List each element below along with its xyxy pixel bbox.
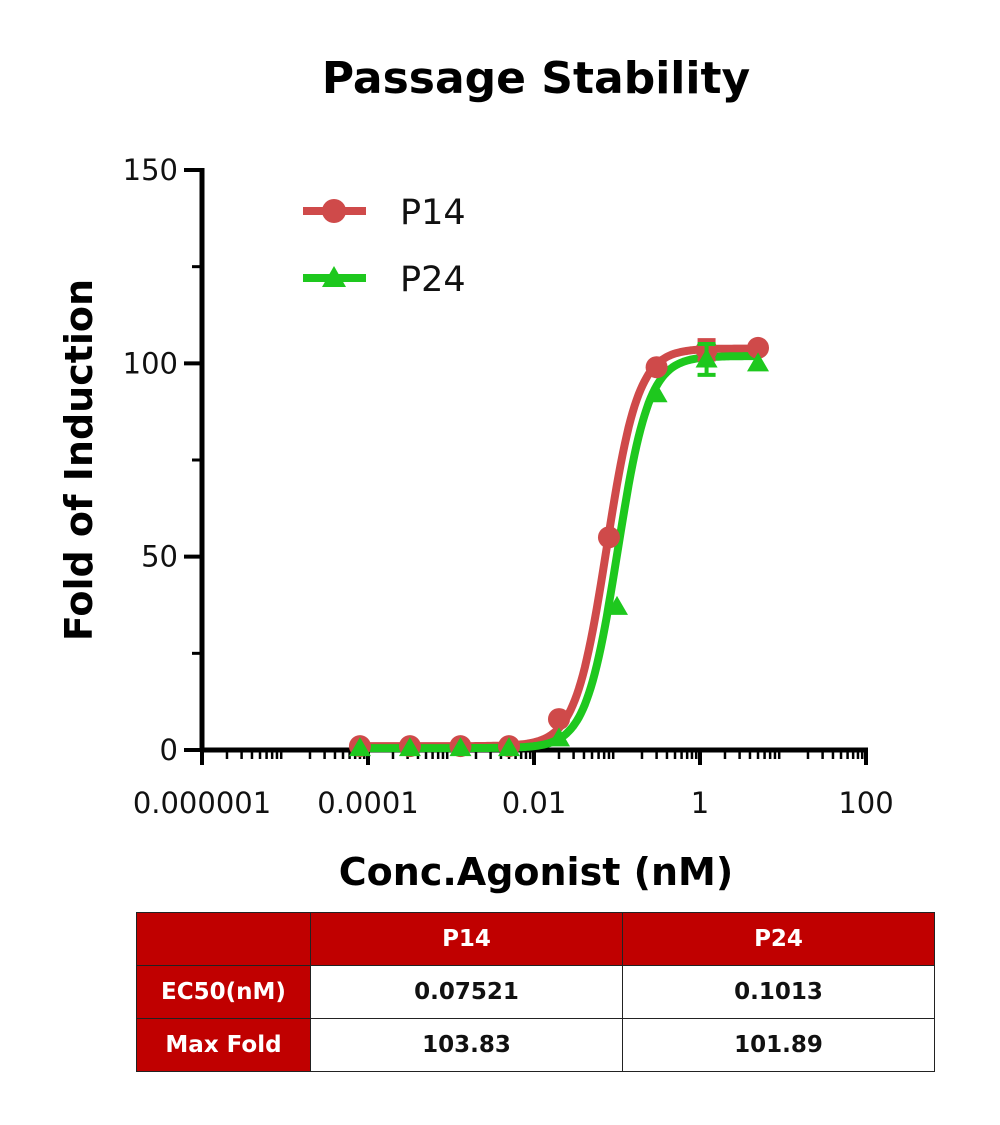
x-tick-label: 100 — [838, 786, 893, 820]
table-row-label: EC50(nM) — [136, 965, 311, 1019]
axes: 0 50 100 150 0.000001 0.0001 0.01 1 100 — [123, 153, 894, 820]
data-point-p24 — [695, 348, 718, 368]
table-corner-cell — [136, 912, 311, 966]
fit-curve-p24 — [357, 352, 760, 753]
data-point-p24 — [498, 737, 521, 757]
x-tick-label: 0.01 — [502, 786, 567, 820]
y-axis-title: Fold of Induction — [57, 279, 101, 641]
legend-marker — [322, 266, 346, 287]
dose-response-chart: Passage Stability Fold of Induction Conc… — [57, 53, 894, 894]
table-header-row: P14 P24 — [136, 912, 935, 966]
y-tick-label: 150 — [123, 153, 178, 187]
table-header-p24: P24 — [622, 912, 935, 966]
legend-item-p14: P14 — [303, 193, 466, 233]
legend: P14 P24 — [303, 193, 466, 300]
summary-table: P14 P24 EC50(nM) 0.07521 0.1013 Max Fold… — [136, 912, 935, 1072]
data-point-p24 — [449, 737, 472, 757]
table-header-p14: P14 — [310, 912, 623, 966]
legend-label: P24 — [400, 260, 466, 300]
data-point-p14 — [747, 336, 770, 359]
data-point-p24 — [348, 737, 371, 757]
x-tick-label: 0.0001 — [317, 786, 418, 820]
table-row-label: Max Fold — [136, 1018, 311, 1072]
data-point-p24 — [398, 737, 421, 757]
chart-title: Passage Stability — [322, 53, 750, 104]
x-tick-label: 0.000001 — [133, 786, 271, 820]
data-points — [348, 336, 770, 758]
table-cell: 0.1013 — [622, 965, 935, 1019]
legend-label: P14 — [400, 193, 466, 233]
table-cell: 103.83 — [310, 1018, 623, 1072]
table-cell: 101.89 — [622, 1018, 935, 1072]
data-point-p14 — [645, 356, 668, 379]
y-tick-label: 0 — [160, 733, 178, 767]
legend-marker — [322, 199, 346, 223]
data-point-p14 — [597, 526, 620, 549]
data-point-p24 — [645, 383, 668, 403]
table-row: EC50(nM) 0.07521 0.1013 — [136, 965, 935, 1019]
table-row: Max Fold 103.83 101.89 — [136, 1018, 935, 1072]
data-point-p14 — [547, 708, 570, 731]
data-point-p24 — [547, 727, 570, 747]
x-axis-title: Conc.Agonist (nM) — [339, 850, 733, 894]
y-tick-label: 100 — [123, 346, 178, 380]
data-point-p24 — [747, 352, 770, 372]
y-tick-label: 50 — [141, 540, 178, 574]
table-cell: 0.07521 — [310, 965, 623, 1019]
data-point-p24 — [606, 595, 628, 615]
fit-curves — [357, 344, 760, 753]
fit-curve-p14 — [357, 344, 760, 751]
legend-item-p24: P24 — [303, 260, 466, 300]
x-tick-label: 1 — [691, 786, 709, 820]
